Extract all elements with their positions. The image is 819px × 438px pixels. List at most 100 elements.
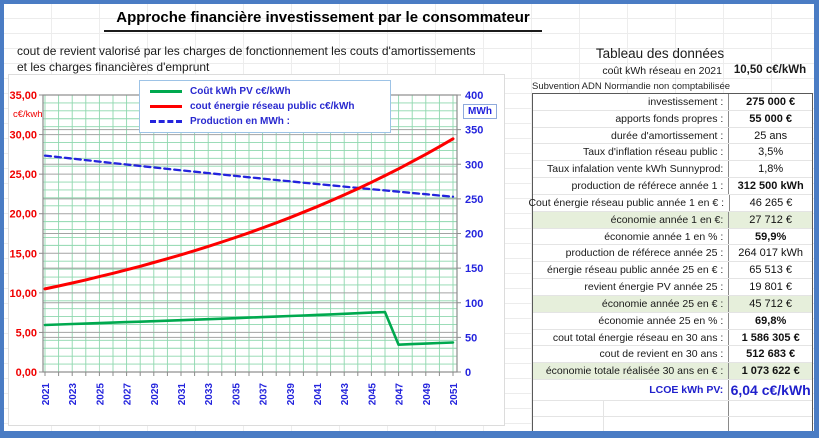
svg-text:2045: 2045 [367,383,378,406]
row-value: 264 017 kWh [728,245,812,262]
chart-series-production[interactable] [43,154,455,198]
table-row[interactable]: Taux d'inflation réseau public : 3,5% [533,144,812,162]
table-row[interactable]: cout total énergie réseau en 30 ans : 1 5… [533,329,812,347]
row-value: 3,5% [728,144,812,161]
header-row-value: 10,50 c€/kWh [733,64,807,76]
table-row[interactable]: énergie réseau public année 25 en € : 65 … [533,262,812,280]
chart-series-grid-cost[interactable] [43,137,455,291]
row-label: économie année 25 en € : [601,297,724,310]
svg-text:100: 100 [465,298,483,310]
row-label: revient énergie PV année 25 : [584,281,724,294]
svg-text:2051: 2051 [449,383,460,406]
chart-legend[interactable]: Coût kWh PV c€/kWh cout énergie réseau pu… [139,80,391,133]
row-label [533,417,728,431]
svg-text:400: 400 [465,90,483,102]
table-row[interactable]: économie année 1 en % : 59,9% [533,228,812,246]
legend-line-swatch [150,105,182,108]
table-header-row[interactable]: coût kWh réseau en 2021 10,50 c€/kWh [532,63,812,79]
row-label: économie totale réalisée 30 ans en € : [545,365,724,378]
table-row-empty[interactable] [533,401,812,418]
table-row[interactable]: investissement : 275 000 € [533,94,812,111]
row-value: 312 500 kWh [728,178,812,194]
svg-text:2025: 2025 [95,383,106,406]
table-row[interactable]: économie année 25 en % : 69,8% [533,312,812,330]
row-label: production de référece année 25 : [565,247,724,260]
table-row[interactable]: économie année 25 en € : 45 712 € [533,295,812,313]
table-row[interactable]: production de référece année 1 : 312 500 … [533,178,812,195]
chart-canvas[interactable]: 0,00 5,00 10,00 15,00 20,00 25,00 30,00 35,00 0 5… [9,75,506,425]
svg-text:0: 0 [465,367,471,379]
subtitle: cout de revient valorisé par les charges… [17,43,517,75]
row-value: 1 073 622 € [728,363,812,380]
row-value: 27 712 € [728,211,812,228]
row-value: 59,9% [728,228,812,245]
subtitle-line-1: cout de revient valorisé par les charges… [17,44,476,58]
row-label: économie année 1 en €: [610,213,724,226]
row-value: 1 586 305 € [728,329,812,346]
svg-text:50: 50 [465,332,477,344]
svg-text:2049: 2049 [422,383,433,406]
table-row[interactable]: économie totale réalisée 30 ans en € : 1 … [533,363,812,381]
table-row-lcoe[interactable]: LCOE kWh PV: 6,04 c€/kWh [533,380,812,402]
svg-text:2023: 2023 [68,383,79,406]
legend-item[interactable]: Production en MWh : [150,114,384,129]
svg-text:2029: 2029 [150,383,161,406]
table-row[interactable]: économie année 1 en €: 27 712 € [533,211,812,229]
legend-item[interactable]: cout énergie réseau public c€/kWh [150,99,384,114]
svg-text:30,00: 30,00 [9,130,37,142]
row-value: 55 000 € [728,110,812,127]
legend-label: Production en MWh : [190,116,290,127]
row-value: 275 000 € [728,94,812,110]
row-label: économie année 25 en % : [598,314,724,327]
table-row[interactable]: apports fonds propres : 55 000 € [533,110,812,128]
chart-object[interactable]: 0,00 5,00 10,00 15,00 20,00 25,00 30,00 35,00 0 5… [8,74,505,426]
table-row[interactable]: revient énergie PV année 25 : 19 801 € [533,279,812,296]
table-note: Subvention ADN Normandie non comptabilis… [532,81,731,92]
subtitle-line-2: et les charges financières d'emprunt [17,60,210,74]
data-table-title: Tableau des données [595,46,725,61]
svg-text:350: 350 [465,125,483,137]
svg-text:35,00: 35,00 [9,90,37,102]
row-label [533,401,728,417]
table-row[interactable]: Cout énergie réseau public année 1 en € … [528,194,812,212]
row-value: 6,04 c€/kWh [728,380,812,401]
row-label: durée d'amortissement : [610,129,724,142]
row-label: cout de revient en 30 ans : [599,348,724,361]
svg-text:5,00: 5,00 [16,327,37,339]
row-label: production de référece année 1 : [571,180,724,193]
svg-text:2021: 2021 [41,383,52,406]
svg-text:20,00: 20,00 [9,209,37,221]
table-row[interactable]: production de référece année 25 : 264 017… [533,245,812,263]
svg-text:c€/kwh: c€/kwh [13,109,43,120]
legend-label: Coût kWh PV c€/kWh [190,86,291,97]
row-value: 46 265 € [729,194,812,211]
svg-text:250: 250 [465,194,483,206]
chart-series-pv-cost[interactable] [43,310,455,347]
row-value: 65 513 € [728,262,812,279]
table-row[interactable]: Taux infalation vente kWh Sunnyprod: 1,8% [533,161,812,179]
row-label: Cout énergie réseau public année 1 en € … [528,196,724,209]
svg-text:2033: 2033 [204,383,215,406]
table-row[interactable]: cout de revient en 30 ans : 512 683 € [533,346,812,364]
legend-label: cout énergie réseau public c€/kWh [190,101,355,112]
svg-text:15,00: 15,00 [9,248,37,260]
data-table: investissement :275 000 € apports fonds p… [528,93,813,431]
svg-text:2035: 2035 [231,383,242,406]
legend-line-swatch [150,90,182,93]
svg-text:2039: 2039 [286,383,297,406]
page-title: Approche financière investissement par l… [104,6,542,32]
svg-text:25,00: 25,00 [9,169,37,181]
legend-item[interactable]: Coût kWh PV c€/kWh [150,84,384,99]
svg-text:2027: 2027 [123,383,134,406]
row-label: investissement : [648,95,724,108]
row-label: cout total énergie réseau en 30 ans : [552,331,724,344]
row-label: apports fonds propres : [615,112,724,125]
row-label: LCOE kWh PV: [649,384,724,397]
row-value [728,401,812,417]
svg-text:2037: 2037 [259,383,270,406]
row-value: 45 712 € [728,295,812,312]
table-row[interactable]: durée d'amortissement : 25 ans [533,127,812,145]
svg-text:2047: 2047 [395,383,406,406]
table-row-empty[interactable] [533,417,812,431]
row-label: énergie réseau public année 25 en € : [546,264,724,277]
